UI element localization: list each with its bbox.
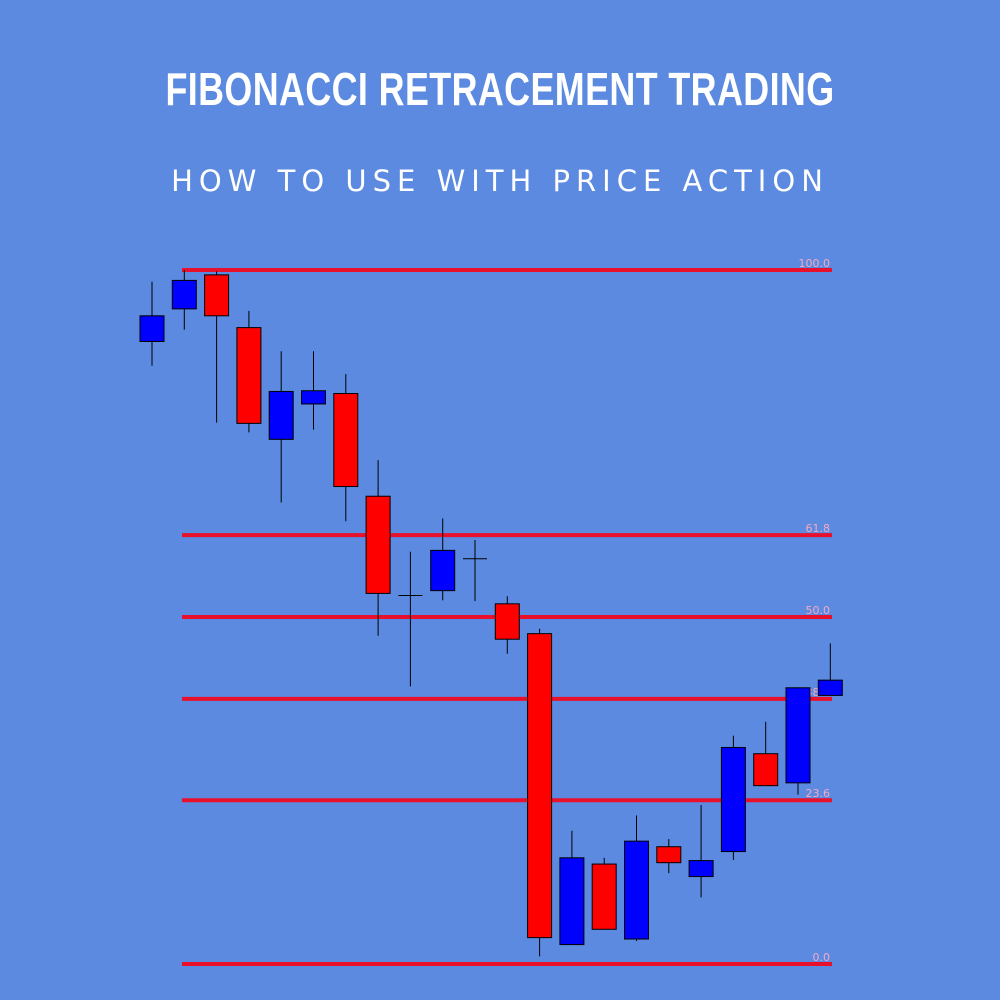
candle-7 bbox=[365, 460, 391, 636]
candle-body-15 bbox=[624, 840, 649, 940]
candle-12 bbox=[527, 628, 553, 957]
candle-16 bbox=[656, 839, 682, 874]
candle-body-0 bbox=[139, 315, 165, 342]
candle-body-18 bbox=[720, 746, 746, 853]
candle-body-1 bbox=[171, 279, 197, 310]
candle-2 bbox=[204, 271, 230, 423]
fib-label-5: 0.0 bbox=[813, 951, 831, 964]
candle-body-17 bbox=[688, 860, 714, 878]
candle-1 bbox=[171, 270, 197, 330]
candle-body-3 bbox=[236, 327, 262, 424]
candle-10 bbox=[463, 539, 487, 602]
fib-label-0: 100.0 bbox=[799, 257, 831, 270]
candles-group bbox=[139, 270, 843, 957]
candle-body-13 bbox=[559, 857, 585, 946]
candle-5 bbox=[301, 351, 326, 430]
candle-11 bbox=[494, 596, 520, 654]
candle-9 bbox=[430, 518, 456, 601]
candle-4 bbox=[268, 351, 294, 503]
candle-3 bbox=[236, 310, 262, 433]
candle-body-7 bbox=[365, 495, 391, 594]
chart-title: FIBONACCI RETRACEMENT TRADING bbox=[165, 63, 835, 115]
candle-20 bbox=[785, 687, 811, 795]
candle-body-16 bbox=[656, 846, 682, 864]
candle-15 bbox=[624, 815, 649, 942]
candle-body-21 bbox=[817, 679, 843, 696]
candle-body-6 bbox=[333, 393, 359, 488]
candle-18 bbox=[720, 735, 746, 860]
candle-17 bbox=[688, 805, 714, 898]
candle-body-14 bbox=[591, 863, 617, 930]
candle-body-11 bbox=[494, 603, 520, 640]
candle-6 bbox=[333, 374, 359, 522]
candle-8 bbox=[398, 551, 423, 687]
candle-14 bbox=[591, 857, 617, 930]
candle-body-9 bbox=[430, 549, 456, 592]
candle-body-19 bbox=[753, 753, 779, 787]
candle-0 bbox=[139, 281, 165, 366]
candle-body-4 bbox=[268, 390, 294, 440]
fib-label-4: 23.6 bbox=[806, 787, 831, 800]
chart-subtitle: HOW TO USE WITH PRICE ACTION bbox=[171, 164, 829, 198]
candle-body-12 bbox=[527, 633, 553, 939]
candle-13 bbox=[559, 830, 585, 946]
candle-body-2 bbox=[204, 274, 230, 317]
candle-body-20 bbox=[785, 687, 811, 784]
fib-label-2: 50.0 bbox=[806, 604, 831, 617]
candle-21 bbox=[817, 643, 843, 696]
candle-19 bbox=[753, 721, 779, 787]
candle-body-5 bbox=[301, 390, 326, 405]
fib-label-1: 61.8 bbox=[806, 522, 831, 535]
